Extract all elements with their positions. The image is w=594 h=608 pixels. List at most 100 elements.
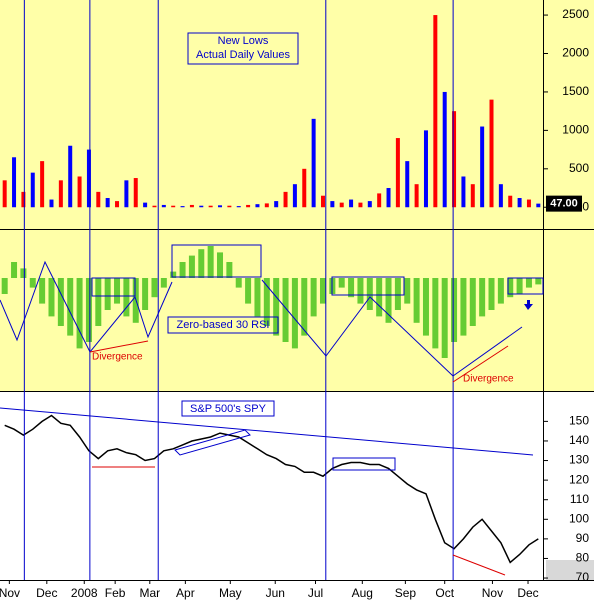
bar [245, 278, 252, 304]
bar [498, 184, 503, 208]
bar [497, 278, 504, 304]
bar [179, 262, 186, 278]
bar [366, 278, 373, 310]
bar [218, 205, 223, 208]
bar [171, 205, 176, 208]
bar [273, 278, 280, 336]
bar [57, 278, 64, 326]
bar [442, 91, 447, 208]
x-tick-label: Sep [395, 586, 417, 600]
x-tick-label: Feb [105, 586, 126, 600]
bar [199, 205, 204, 208]
bar [405, 161, 410, 208]
bar [254, 278, 261, 317]
bar [123, 278, 130, 317]
bar [76, 278, 83, 349]
bar [67, 278, 74, 336]
divergence-label: Divergence [92, 352, 143, 363]
bar [470, 184, 475, 208]
bar [236, 206, 241, 208]
bar [451, 278, 458, 342]
bar [39, 278, 46, 304]
bar [85, 278, 92, 342]
bar [86, 149, 91, 208]
bar [11, 262, 18, 278]
arrow-icon [524, 300, 533, 310]
x-tick-label: 2008 [71, 586, 98, 600]
bar [422, 278, 429, 336]
bar [2, 180, 7, 208]
bar [432, 278, 439, 349]
x-tick-label: Jul [308, 586, 323, 600]
bar [489, 99, 494, 208]
price-line [4, 414, 539, 564]
bar [151, 278, 158, 298]
annotation: S&P 500's SPY [190, 403, 267, 415]
bar [423, 130, 428, 208]
bar [488, 278, 495, 310]
bar [96, 191, 101, 208]
bar [516, 278, 523, 294]
y-tick-label: 1000 [562, 123, 589, 137]
bar [517, 198, 522, 208]
bar [508, 195, 513, 208]
annotation: New Lows [218, 35, 269, 47]
current-value-label: 47.00 [550, 198, 578, 210]
bar [291, 278, 298, 349]
x-tick-label: Dec [517, 586, 538, 600]
x-tick-label: Oct [435, 586, 454, 600]
y-tick-label: 150 [569, 414, 589, 428]
bar [226, 262, 233, 278]
bar [479, 278, 486, 317]
bar [460, 278, 467, 336]
current-value-box [546, 195, 582, 212]
y-tick-label: 2000 [562, 46, 589, 60]
bar [264, 203, 269, 208]
bar [114, 278, 121, 304]
bar [507, 278, 514, 298]
y-tick-label: 70 [576, 570, 590, 584]
bar [198, 249, 205, 278]
bar [319, 278, 326, 304]
y-tick-label: 140 [569, 433, 589, 447]
bar [105, 198, 110, 208]
bar [227, 205, 232, 208]
divergence-label: Divergence [463, 374, 514, 385]
bar [377, 193, 382, 208]
bar [30, 172, 35, 208]
bar [452, 111, 457, 208]
x-tick-label: May [219, 586, 242, 600]
bar [433, 15, 438, 208]
bar [20, 268, 27, 278]
y-tick-label: 130 [569, 453, 589, 467]
bar [394, 278, 401, 310]
bar [311, 118, 316, 208]
bar [143, 202, 148, 208]
x-tick-label: Nov [482, 586, 503, 600]
x-tick-label: Aug [352, 586, 373, 600]
y-tick-label: 110 [570, 492, 589, 506]
bar [133, 178, 138, 208]
bar [480, 126, 485, 208]
bar [348, 278, 355, 298]
y-tick-label: 2500 [562, 7, 589, 21]
bar [339, 202, 344, 208]
bar [29, 278, 36, 288]
bar [292, 184, 297, 208]
bar [255, 204, 260, 208]
bar [349, 199, 354, 208]
bar [302, 168, 307, 208]
bar [535, 278, 542, 285]
bottom-panel [0, 392, 594, 580]
bar [536, 203, 541, 208]
bar [217, 252, 224, 278]
bar [95, 278, 102, 326]
bar [357, 278, 364, 304]
bar [188, 255, 195, 278]
bar [161, 204, 166, 208]
y-tick-label: 80 [576, 551, 590, 565]
annotation: Zero-based 30 RSI [177, 319, 270, 331]
bar [338, 278, 345, 288]
bar [461, 176, 466, 208]
